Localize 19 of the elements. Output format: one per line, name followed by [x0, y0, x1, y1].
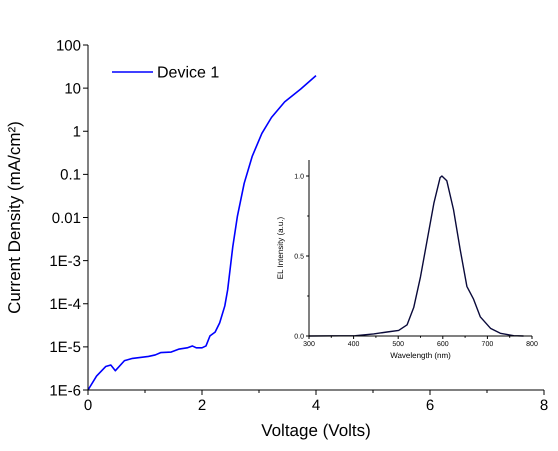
x-tick-label: 0 [84, 397, 92, 414]
y-tick-label: 0.1 [60, 166, 81, 184]
y-tick-label: 0.01 [52, 210, 81, 227]
y-tick-label: 100 [56, 37, 81, 54]
y-tick-label: 1E-6 [49, 382, 81, 400]
y-tick-label: 10 [64, 80, 81, 98]
y-tick-label: 1E-5 [49, 339, 81, 356]
x-tick-label: 4 [312, 397, 320, 414]
x-tick-label: 8 [540, 397, 548, 414]
y-axis-title: EL Intensity (a.u.) [276, 216, 285, 280]
y-tick-label: 1E-3 [49, 252, 81, 270]
x-tick-label: 2 [198, 397, 206, 414]
y-tick-label: 1 [72, 124, 81, 140]
y-tick-label: 1E-4 [49, 296, 81, 313]
x-axis-title: Wavelength (nm) [390, 351, 452, 360]
x-axis-title: Voltage (Volts) [261, 421, 371, 440]
x-tick-label: 6 [426, 397, 434, 414]
y-axis-title: Current Density (mA/cm²) [5, 121, 24, 314]
legend-label: Device 1 [157, 64, 220, 82]
